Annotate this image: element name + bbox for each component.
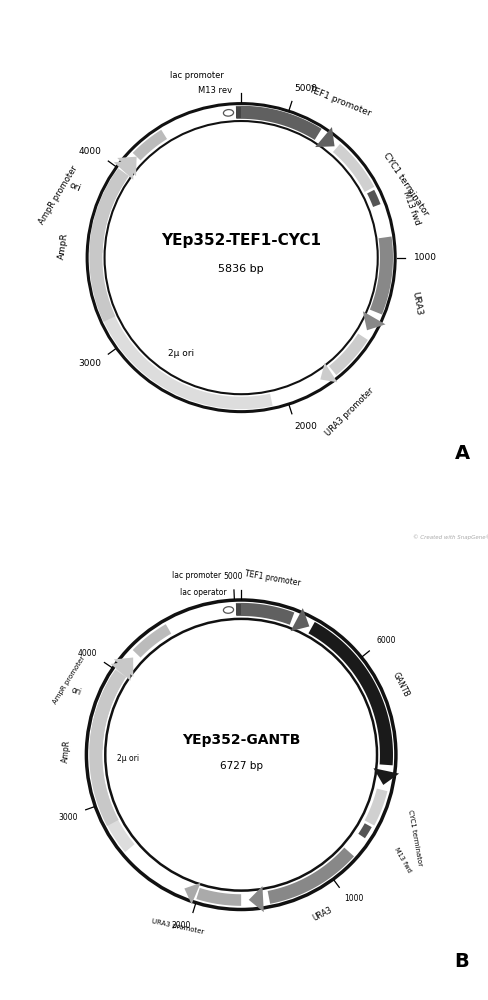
Text: ori: ori <box>70 686 82 698</box>
Text: 2000: 2000 <box>294 422 317 431</box>
Ellipse shape <box>223 607 233 613</box>
Polygon shape <box>362 311 385 330</box>
Polygon shape <box>235 603 294 625</box>
Text: M13 fwd: M13 fwd <box>401 190 421 226</box>
Polygon shape <box>89 670 126 826</box>
Text: 6727 bp: 6727 bp <box>219 761 262 771</box>
Text: 6000: 6000 <box>375 636 395 645</box>
Text: CYC1 terminator: CYC1 terminator <box>406 809 422 866</box>
Text: AmpR: AmpR <box>57 232 70 260</box>
Ellipse shape <box>223 110 233 116</box>
Polygon shape <box>95 294 272 409</box>
Text: TEF1 promoter: TEF1 promoter <box>243 569 300 588</box>
Text: lac operator: lac operator <box>180 588 226 597</box>
Text: 3000: 3000 <box>78 359 101 368</box>
Polygon shape <box>235 106 321 140</box>
Polygon shape <box>366 190 380 207</box>
Text: YEp352-GANTB: YEp352-GANTB <box>182 733 300 747</box>
Text: 4000: 4000 <box>78 147 101 156</box>
Polygon shape <box>184 883 200 904</box>
Polygon shape <box>89 173 126 322</box>
Polygon shape <box>373 768 398 785</box>
Text: B: B <box>454 952 468 971</box>
Text: AmpR promoter: AmpR promoter <box>52 655 86 705</box>
Polygon shape <box>369 236 392 314</box>
Text: A: A <box>453 444 468 463</box>
Text: 5000: 5000 <box>224 572 243 581</box>
Polygon shape <box>358 823 371 838</box>
Text: 2μ ori: 2μ ori <box>117 754 139 763</box>
Polygon shape <box>332 144 373 192</box>
Polygon shape <box>89 674 123 750</box>
Text: 2000: 2000 <box>171 921 190 930</box>
Text: CYC1 terminator: CYC1 terminator <box>380 151 429 217</box>
Polygon shape <box>308 622 392 765</box>
Polygon shape <box>364 789 386 826</box>
Text: YEp352-TEF1-CYC1: YEp352-TEF1-CYC1 <box>161 233 321 248</box>
Text: lac promoter: lac promoter <box>171 571 221 580</box>
Polygon shape <box>89 168 129 253</box>
Text: 4000: 4000 <box>78 649 97 658</box>
Circle shape <box>84 101 397 415</box>
Polygon shape <box>267 848 353 904</box>
Polygon shape <box>132 624 171 658</box>
Circle shape <box>83 597 398 912</box>
Polygon shape <box>314 127 334 147</box>
Text: URA3 promoter: URA3 promoter <box>324 386 375 438</box>
Polygon shape <box>132 130 167 160</box>
Text: 2μ ori: 2μ ori <box>168 349 194 358</box>
FancyBboxPatch shape <box>236 107 241 118</box>
Polygon shape <box>290 608 309 631</box>
Polygon shape <box>89 668 134 852</box>
Polygon shape <box>248 886 263 912</box>
Text: URA3: URA3 <box>310 905 333 923</box>
Text: 1000: 1000 <box>344 894 363 903</box>
Text: 3000: 3000 <box>58 813 77 822</box>
Polygon shape <box>110 661 130 681</box>
Text: 5836 bp: 5836 bp <box>218 264 264 274</box>
Polygon shape <box>320 363 337 382</box>
Polygon shape <box>328 334 367 375</box>
Text: M13 rev: M13 rev <box>198 86 232 95</box>
Polygon shape <box>114 160 133 180</box>
Text: M13 fwd: M13 fwd <box>392 846 411 873</box>
Text: AmpR promoter: AmpR promoter <box>38 164 80 226</box>
Text: URA3 promoter: URA3 promoter <box>150 918 203 935</box>
Text: lac promoter: lac promoter <box>169 71 223 80</box>
Polygon shape <box>196 888 241 906</box>
Text: GANTB: GANTB <box>390 671 410 699</box>
Text: URA3: URA3 <box>410 291 423 316</box>
Polygon shape <box>117 157 136 176</box>
Text: TEF1 promoter: TEF1 promoter <box>307 85 372 118</box>
Text: © Created with SnapGene®: © Created with SnapGene® <box>412 534 488 540</box>
Text: 5000: 5000 <box>294 84 317 93</box>
Text: ori: ori <box>68 181 82 194</box>
Polygon shape <box>114 658 133 677</box>
FancyBboxPatch shape <box>236 604 241 615</box>
Text: AmpR: AmpR <box>61 739 72 763</box>
Text: 1000: 1000 <box>413 253 436 262</box>
